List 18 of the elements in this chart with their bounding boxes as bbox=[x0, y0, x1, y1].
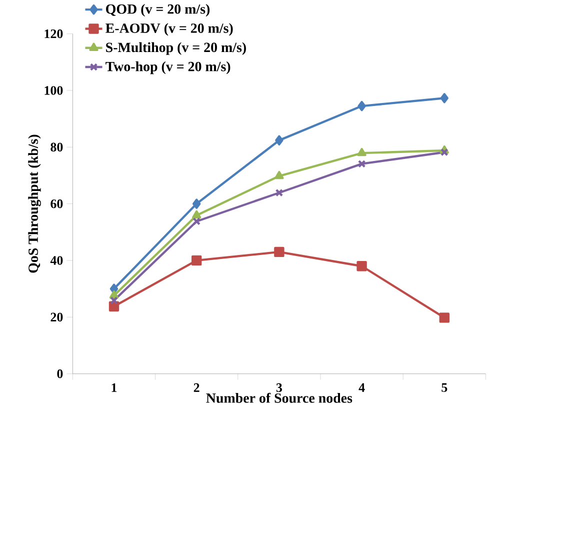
y-tick-label: 20 bbox=[50, 312, 63, 322]
x-axis-title: Number of Source nodes bbox=[206, 392, 352, 403]
y-tick-label: 0 bbox=[57, 369, 63, 378]
x-tick-label: 3 bbox=[276, 383, 282, 392]
legend-label: QOD (v = 20 m/s) bbox=[106, 4, 210, 17]
y-tick-label: 40 bbox=[50, 256, 63, 265]
y-tick-label: 120 bbox=[44, 29, 63, 38]
y-axis-title: QoS Throughput (kb/s) bbox=[28, 134, 41, 273]
x-tick-label: 4 bbox=[358, 383, 365, 392]
legend-label: E-AODV (v = 20 m/s) bbox=[106, 23, 233, 36]
x-tick-label: 5 bbox=[442, 383, 448, 392]
x-tick-label: 2 bbox=[194, 383, 200, 392]
x-tick-label: 1 bbox=[112, 383, 117, 392]
legend-label: S-Multihop (v = 20 m/s) bbox=[106, 42, 246, 55]
y-tick-label: 60 bbox=[50, 199, 63, 208]
legend-label: Two-hop (v = 20 m/s) bbox=[106, 61, 230, 74]
y-tick-label: 100 bbox=[44, 86, 63, 95]
y-tick-label: 80 bbox=[50, 142, 63, 152]
